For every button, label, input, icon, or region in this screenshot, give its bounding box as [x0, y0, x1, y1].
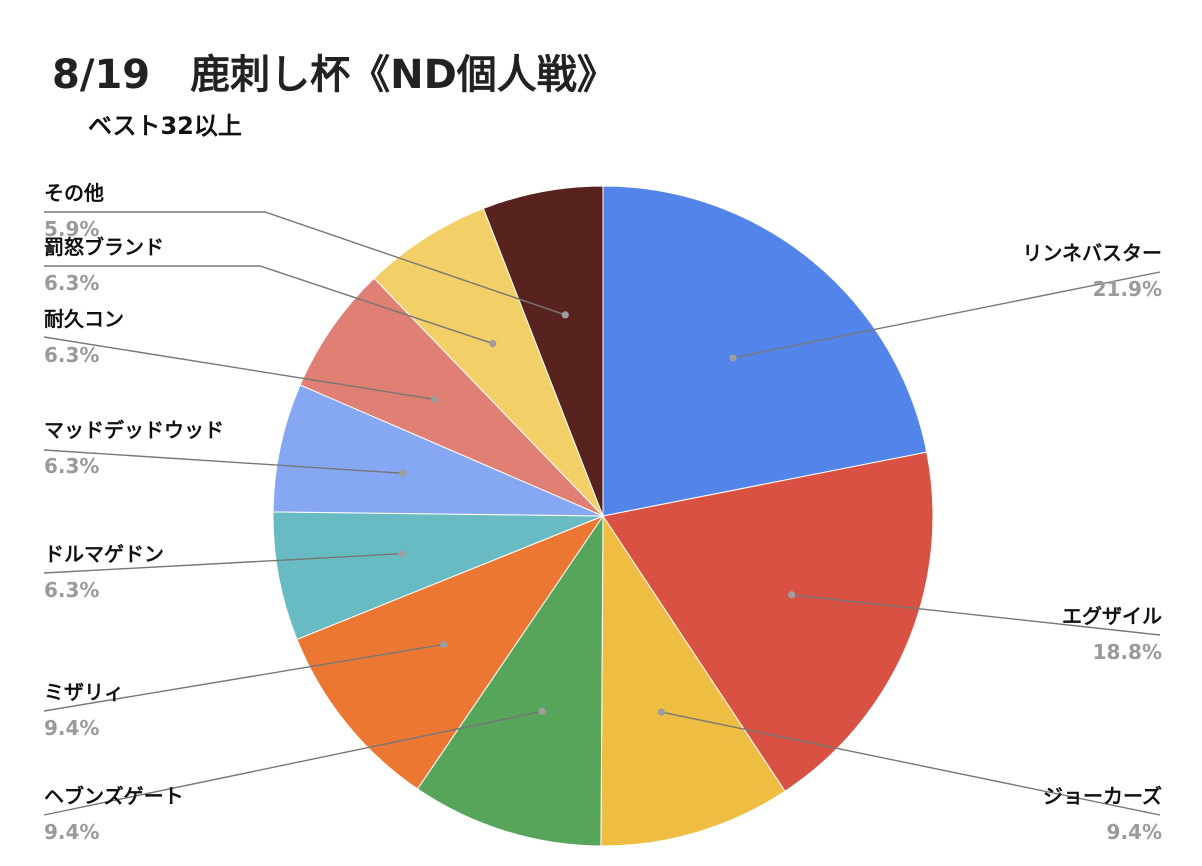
pie-slice — [299, 277, 604, 517]
leader-dot — [538, 707, 546, 715]
pie-leader-lines — [43, 211, 1161, 816]
slice-label: 耐久コン — [44, 307, 124, 331]
slice-percent-label: 9.4% — [1107, 820, 1162, 844]
slice-percent-label: 6.3% — [44, 578, 99, 602]
leader-line — [43, 553, 402, 574]
slice-percent-label: 9.4% — [44, 820, 99, 844]
leader-dot — [729, 354, 737, 362]
slice-label: ミザリィ — [44, 680, 124, 704]
leader-line — [732, 271, 1161, 359]
leader-dot — [399, 469, 407, 477]
leader-line — [44, 211, 566, 316]
chart-subtitle: ベスト32以上 — [88, 112, 242, 140]
leader-dot — [788, 591, 796, 599]
pie-slice — [272, 384, 604, 517]
chart-title: 8/19 鹿刺し杯《ND個人戦》 — [52, 52, 617, 98]
slice-percent-label: 5.9% — [44, 217, 99, 241]
slice-percent-label: 21.9% — [1093, 277, 1162, 301]
slice-percent-label: 6.3% — [44, 343, 99, 367]
slice-label: マッドデッドウッド — [44, 418, 224, 442]
pie-slice — [602, 451, 934, 792]
slice-percent-label: 9.4% — [44, 716, 99, 740]
pie-slices — [272, 185, 934, 847]
slice-label: リンネバスター — [1022, 241, 1162, 265]
leader-line — [43, 643, 444, 712]
slice-percent-label: 6.3% — [44, 454, 99, 478]
slice-label: エグザイル — [1062, 604, 1162, 628]
leader-dot — [440, 640, 448, 649]
slice-percent-label: 18.8% — [1093, 640, 1162, 664]
pie-slice — [296, 514, 605, 790]
pie-slice — [600, 514, 786, 847]
slice-label: ヘブンズゲート — [44, 784, 184, 808]
pie-slice — [373, 207, 604, 517]
slice-percent-label: 6.3% — [44, 271, 99, 295]
slice-label: ドルマゲドン — [44, 542, 164, 566]
leader-dot — [561, 311, 569, 319]
leader-line — [43, 449, 403, 474]
leader-line — [791, 594, 1161, 636]
leader-line — [661, 711, 1161, 816]
leader-dot — [489, 339, 497, 348]
slice-label: ジョーカーズ — [1043, 784, 1162, 808]
leader-dot — [431, 395, 439, 404]
slice-label: その他 — [44, 181, 104, 205]
leader-line — [43, 710, 543, 816]
leader-dot — [657, 708, 665, 716]
leader-dot — [398, 550, 406, 558]
pie-slice — [272, 511, 604, 641]
slice-label: 罰怒ブランド — [44, 235, 164, 259]
pie-labels: リンネバスター 21.9% エグザイル 18.8% ジョーカーズ 9.4% ヘブンズゲート 9… — [44, 181, 1162, 844]
pie-slice — [482, 185, 604, 517]
leader-line — [44, 265, 494, 345]
leader-line — [43, 336, 435, 401]
pie-slice — [416, 514, 604, 847]
